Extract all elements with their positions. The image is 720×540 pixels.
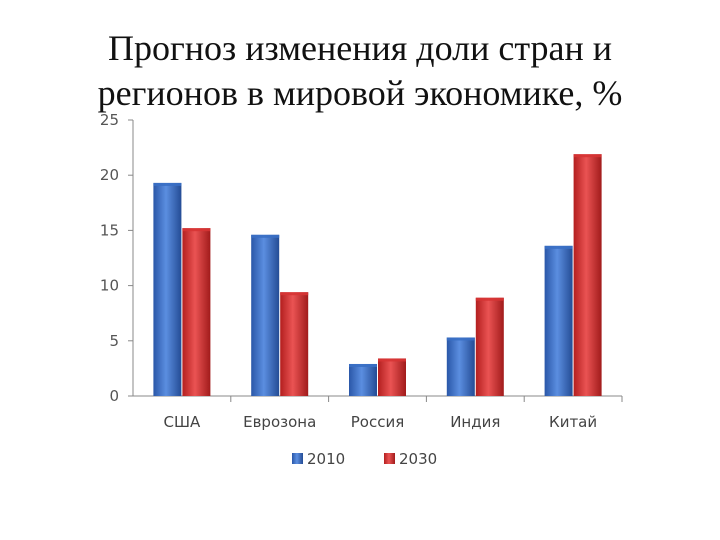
legend-swatch-2010 <box>292 453 303 464</box>
bar-body <box>475 297 504 396</box>
bar-cap <box>544 245 573 249</box>
bar-2010 <box>349 363 377 396</box>
category-label: Еврозона <box>243 413 316 431</box>
category-labels: США Еврозона Россия Индия Китай <box>164 413 598 431</box>
legend: 2010 2030 <box>292 450 437 468</box>
chart-title: Прогноз изменения доли стран и регионов … <box>0 26 720 116</box>
y-tick-label: 0 <box>109 387 119 405</box>
bar-cap <box>573 154 602 158</box>
category-label: США <box>164 413 202 431</box>
bar-2030 <box>475 297 504 396</box>
bars <box>153 154 602 396</box>
bar-2010 <box>446 337 475 396</box>
axes: 0 5 10 15 20 25 <box>100 111 623 405</box>
bar-cap <box>378 358 406 362</box>
category-label: Россия <box>351 413 405 431</box>
bar-body <box>280 292 309 396</box>
category-label: Китай <box>549 413 597 431</box>
category-label: Индия <box>450 413 500 431</box>
bar-body <box>251 234 280 396</box>
bar-body <box>378 358 406 396</box>
bar-body <box>573 154 602 396</box>
legend-label: 2030 <box>399 450 437 468</box>
legend-swatch-2030 <box>384 453 395 464</box>
bar-2010 <box>153 182 182 396</box>
bar-2030 <box>378 358 406 396</box>
y-tick-label: 25 <box>100 111 119 129</box>
bar-cap <box>280 292 309 296</box>
bar-cap <box>153 182 182 186</box>
bar-2030 <box>573 154 602 396</box>
y-tick-label: 10 <box>100 277 119 295</box>
y-tick-label: 20 <box>100 166 119 184</box>
bar-2030 <box>280 292 309 396</box>
y-tick-label: 5 <box>109 332 119 350</box>
title-line-1: Прогноз изменения доли стран и <box>107 28 613 68</box>
bar-body <box>349 363 377 396</box>
bar-cap <box>182 228 211 232</box>
bar-cap <box>349 363 377 367</box>
bar-2010 <box>251 234 280 396</box>
bar-cap <box>475 297 504 301</box>
bar-cap <box>251 234 280 238</box>
bar-body <box>182 228 211 396</box>
legend-label: 2010 <box>307 450 345 468</box>
bar-body <box>446 337 475 396</box>
bar-body <box>153 182 182 396</box>
title-line-2: регионов в мировой экономике, % <box>97 73 623 113</box>
bar-2030 <box>182 228 211 396</box>
bar-body <box>544 245 573 396</box>
bar-cap <box>446 337 475 341</box>
bar-2010 <box>544 245 573 396</box>
y-tick-label: 15 <box>100 221 119 239</box>
